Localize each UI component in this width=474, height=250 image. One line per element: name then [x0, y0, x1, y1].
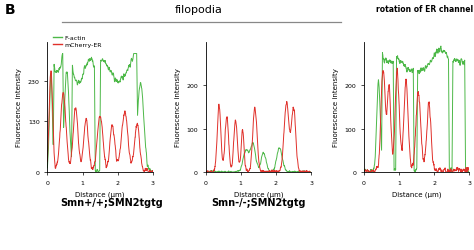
X-axis label: Distance (μm): Distance (μm) — [234, 190, 283, 197]
X-axis label: Distance (μm): Distance (μm) — [392, 190, 441, 197]
Text: Smn+/+;SMN2tgtg: Smn+/+;SMN2tgtg — [60, 198, 163, 207]
Y-axis label: Fluorescence intensity: Fluorescence intensity — [16, 68, 22, 147]
Legend: F-actin, mCherry-ER: F-actin, mCherry-ER — [51, 33, 104, 50]
Text: filopodia: filopodia — [175, 5, 223, 15]
Y-axis label: Fluorescence intensity: Fluorescence intensity — [333, 68, 339, 147]
X-axis label: Distance (μm): Distance (μm) — [75, 190, 125, 197]
Y-axis label: Fluorescence intensity: Fluorescence intensity — [174, 68, 181, 147]
Text: Smn-/-;SMN2tgtg: Smn-/-;SMN2tgtg — [211, 198, 306, 207]
Text: rotation of ER channel: rotation of ER channel — [376, 5, 473, 14]
Text: B: B — [5, 2, 15, 16]
